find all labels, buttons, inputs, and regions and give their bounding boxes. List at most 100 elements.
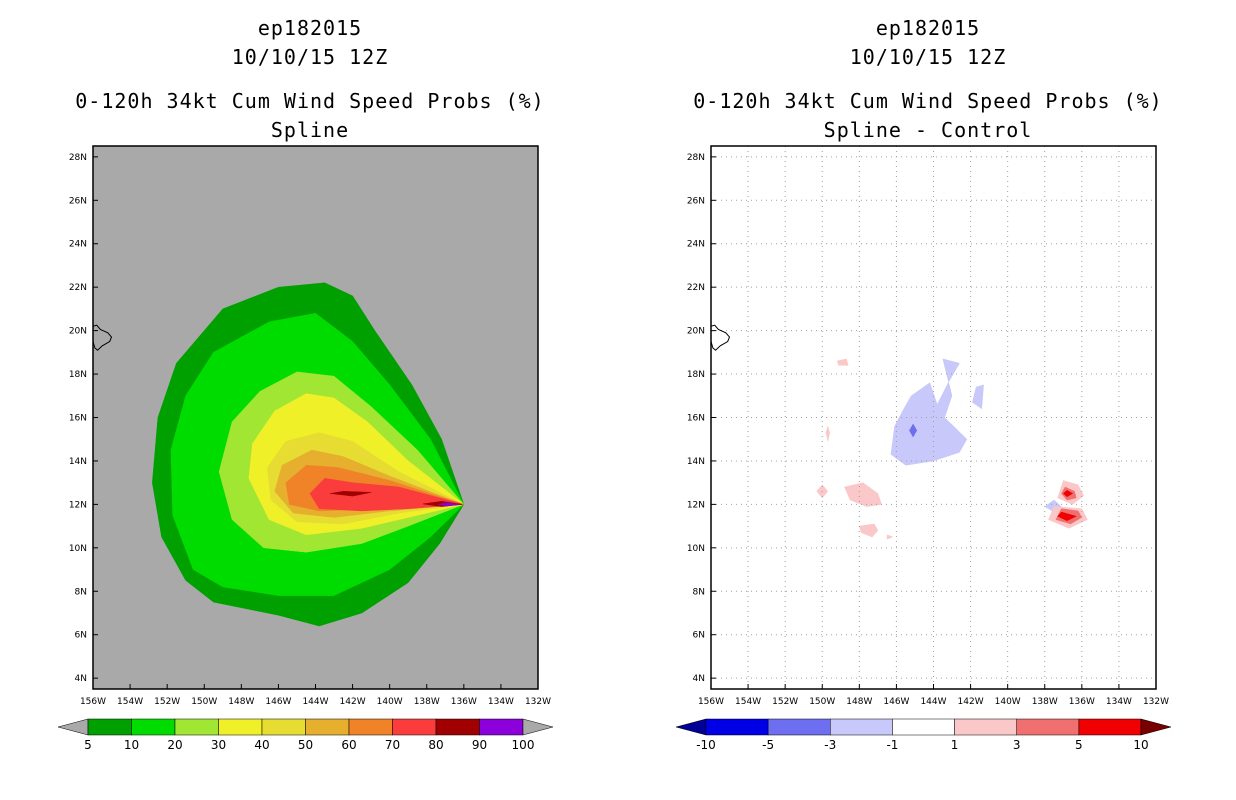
colorbar-over-triangle bbox=[522, 718, 554, 736]
hawaii-coastline bbox=[711, 324, 731, 351]
panel1-subtitle: Spline bbox=[270, 118, 350, 142]
y-tick-label: 18N bbox=[69, 370, 87, 380]
map-plot-area bbox=[93, 282, 465, 627]
contour-5to10 bbox=[1062, 489, 1074, 498]
panel1-title: 0-120h 34kt Cum Wind Speed Probs (%) bbox=[75, 89, 545, 113]
colorbar-1: 5 10 20 30 40 50 60 70 80 90 100 bbox=[57, 718, 554, 752]
contour-70 bbox=[309, 478, 464, 512]
colorbar-label: -5 bbox=[762, 738, 774, 752]
y-tick-label: 14N bbox=[69, 457, 87, 467]
x-tick-label: 150W bbox=[809, 697, 835, 707]
x-tick-label: 138W bbox=[1032, 697, 1058, 707]
y-tick-label: 4N bbox=[693, 674, 705, 684]
y-tick-label: 28N bbox=[687, 153, 705, 163]
x-tick-label: 138W bbox=[414, 697, 440, 707]
colorbar-label: 100 bbox=[512, 738, 535, 752]
colorbar-segment bbox=[348, 718, 393, 736]
y-tick-label: 6N bbox=[693, 631, 705, 641]
x-tick-label: 144W bbox=[302, 697, 328, 707]
x-tick-label: 146W bbox=[265, 697, 291, 707]
y-tick-label: 18N bbox=[687, 370, 705, 380]
contour-1to3 bbox=[858, 523, 879, 538]
y-tick-label: 16N bbox=[687, 414, 705, 424]
colorbar-label: -10 bbox=[696, 738, 716, 752]
colorbar-label: 40 bbox=[254, 738, 269, 752]
y-tick-label: 20N bbox=[69, 327, 87, 337]
colorbar-segment bbox=[261, 718, 306, 736]
colorbar-label: 20 bbox=[167, 738, 182, 752]
colorbar-2: -10 -5 -3 -1 1 3 5 10 bbox=[675, 718, 1172, 752]
x-tick-label: 136W bbox=[451, 697, 477, 707]
y-tick-label: 22N bbox=[687, 283, 705, 293]
panel2-subtitle: Spline - Control bbox=[823, 118, 1033, 142]
x-tick-label: 140W bbox=[995, 697, 1021, 707]
contour--3to-1 bbox=[972, 384, 984, 410]
y-tick-label: 24N bbox=[69, 240, 87, 250]
colorbar-under-triangle bbox=[675, 718, 707, 736]
x-tick-label: 132W bbox=[1143, 697, 1169, 707]
colorbar-segment bbox=[830, 718, 893, 736]
colorbar-segment bbox=[392, 718, 437, 736]
x-tick-label: 134W bbox=[1106, 697, 1132, 707]
y-tick-label: 26N bbox=[69, 196, 87, 206]
y-tick-label: 12N bbox=[687, 500, 705, 510]
colorbar-segment bbox=[705, 718, 769, 736]
colorbar-segment bbox=[131, 718, 176, 736]
colorbar-segment bbox=[435, 718, 480, 736]
y-tick-label: 20N bbox=[687, 327, 705, 337]
colorbar-label: -3 bbox=[824, 738, 836, 752]
x-tick-label: 148W bbox=[228, 697, 254, 707]
x-tick-label: 148W bbox=[846, 697, 872, 707]
contour-90 bbox=[437, 502, 461, 507]
colorbar-label: 50 bbox=[298, 738, 313, 752]
panel1-storm-id: ep182015 bbox=[257, 16, 363, 40]
x-tick-label: 142W bbox=[958, 697, 984, 707]
colorbar-label: 1 bbox=[951, 738, 959, 752]
colorbar-segment bbox=[892, 718, 955, 736]
contour--3to-1 bbox=[890, 358, 968, 466]
x-tick-label: 134W bbox=[488, 697, 514, 707]
x-tick-label: 136W bbox=[1069, 697, 1095, 707]
colorbar-segment bbox=[1078, 718, 1142, 736]
x-tick-label: 140W bbox=[377, 697, 403, 707]
y-tick-label: 4N bbox=[75, 674, 87, 684]
colorbar-under-triangle bbox=[57, 718, 89, 736]
contour-1to3 bbox=[886, 534, 894, 540]
x-tick-label: 156W bbox=[80, 697, 106, 707]
x-tick-label: 154W bbox=[735, 697, 761, 707]
contour-80 bbox=[330, 491, 372, 497]
colorbar-label: -1 bbox=[886, 738, 898, 752]
colorbar-segment bbox=[479, 718, 524, 736]
colorbar-label: 90 bbox=[472, 738, 487, 752]
y-tick-label: 22N bbox=[69, 283, 87, 293]
contour-1to3 bbox=[825, 425, 830, 442]
contour-1to3 bbox=[836, 358, 849, 366]
y-tick-label: 16N bbox=[69, 414, 87, 424]
colorbar-label: 30 bbox=[211, 738, 226, 752]
colorbar-label: 70 bbox=[385, 738, 400, 752]
y-tick-label: 14N bbox=[687, 457, 705, 467]
x-tick-label: 154W bbox=[117, 697, 143, 707]
panel1-datetime: 10/10/15 12Z bbox=[231, 45, 389, 69]
colorbar-segment bbox=[954, 718, 1017, 736]
y-tick-label: 10N bbox=[687, 544, 705, 554]
colorbar-label: 5 bbox=[84, 738, 92, 752]
panel2-storm-id: ep182015 bbox=[875, 16, 981, 40]
y-tick-label: 12N bbox=[69, 500, 87, 510]
colorbar-segment bbox=[305, 718, 350, 736]
x-tick-label: 142W bbox=[340, 697, 366, 707]
colorbar-label: 5 bbox=[1075, 738, 1083, 752]
hawaii-coastline bbox=[93, 324, 113, 351]
panel2-datetime: 10/10/15 12Z bbox=[849, 45, 1007, 69]
y-tick-label: 10N bbox=[69, 544, 87, 554]
x-tick-label: 146W bbox=[883, 697, 909, 707]
colorbar-over-triangle bbox=[1140, 718, 1172, 736]
x-tick-label: 156W bbox=[698, 697, 724, 707]
y-tick-label: 8N bbox=[75, 587, 87, 597]
panel-1-map: 156W 154W 152W 150W 148W 146W 144W 142W 140W 138W… bbox=[69, 145, 551, 707]
colorbar-label: 3 bbox=[1013, 738, 1021, 752]
y-tick-label: 26N bbox=[687, 196, 705, 206]
colorbar-segment bbox=[767, 718, 831, 736]
colorbar-segment bbox=[174, 718, 219, 736]
